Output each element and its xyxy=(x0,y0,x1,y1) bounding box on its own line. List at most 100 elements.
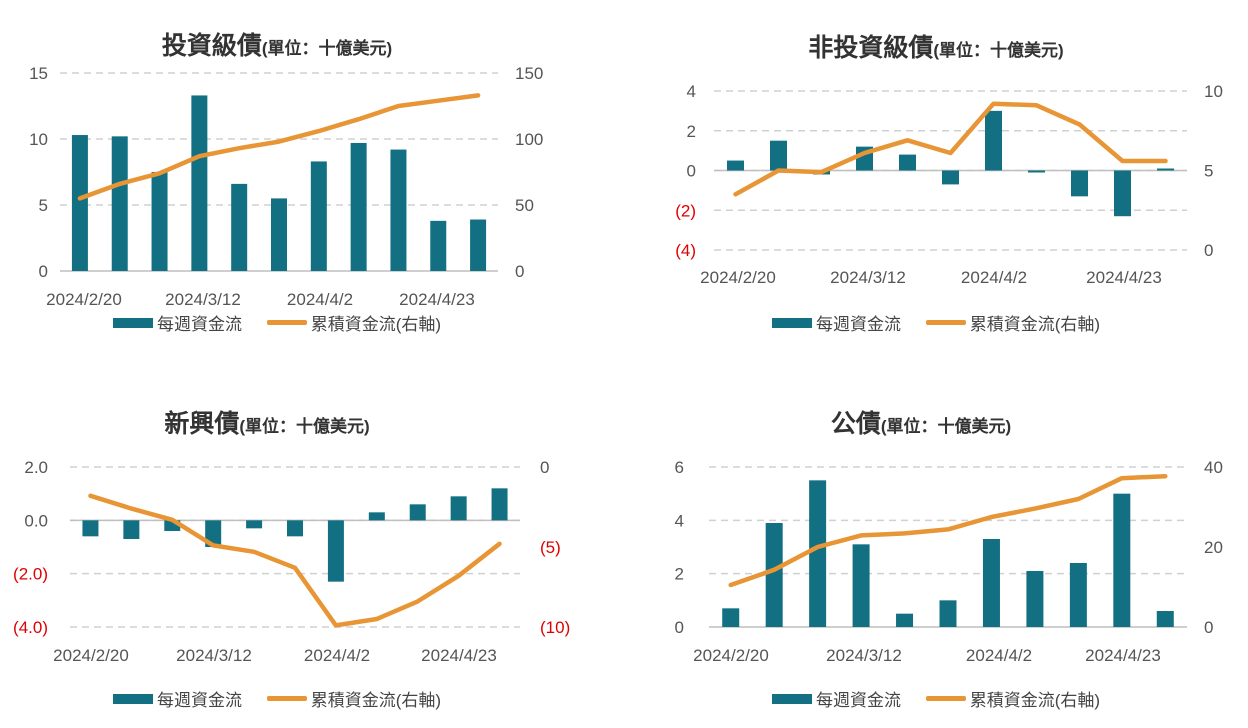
bar-weekly-flow xyxy=(71,135,88,271)
x-tick-label: 2024/4/23 xyxy=(1085,646,1161,665)
x-tick-label: 2024/2/20 xyxy=(700,268,776,287)
y-right-tick-label: 20 xyxy=(1204,538,1223,557)
chart-title: 新興債(單位：十億美元) xyxy=(164,410,370,438)
bar-weekly-flow xyxy=(390,149,407,271)
legend-label-bar: 每週資金流 xyxy=(815,315,901,334)
x-tick-label: 2024/4/23 xyxy=(421,646,497,665)
bar-weekly-flow xyxy=(491,488,508,521)
legend-swatch-line xyxy=(266,696,307,701)
legend-label-line: 累積資金流(右軸) xyxy=(969,315,1101,334)
y-left-tick-label: 2 xyxy=(675,565,684,584)
legend-item-line: 累積資金流(右軸) xyxy=(266,686,442,711)
legend-label-line: 累積資金流(右軸) xyxy=(310,691,442,710)
bar-weekly-flow xyxy=(164,520,181,531)
chart-title: 非投資級債(單位：十億美元) xyxy=(808,34,1064,62)
legend-label-bar: 每週資金流 xyxy=(156,691,242,710)
bar-weekly-flow xyxy=(1028,170,1045,173)
bar-weekly-flow xyxy=(327,520,344,582)
y-left-tick-label: 4 xyxy=(675,511,684,530)
bar-weekly-flow xyxy=(899,154,916,171)
chart-svg: 2.0 0.0 (2.0) (4.0) 0 (5) (10) 2024/2/20 2024/3/… xyxy=(13,458,570,665)
bar-weekly-flow xyxy=(1113,493,1131,627)
y-right-tick-label: 0 xyxy=(1204,241,1213,260)
chart-title: 公債(單位：十億美元) xyxy=(830,410,1012,438)
legend-swatch-bar xyxy=(771,317,812,328)
bar-weekly-flow xyxy=(231,183,248,271)
chart-panel-government: 公債(單位：十億美元) 6 4 2 0 40 20 0 2024/2/20 2024/3/12 2… xyxy=(624,364,1248,728)
line-cumulative-flow xyxy=(733,101,1168,197)
bar-weekly-flow xyxy=(1156,611,1174,627)
chart-title: 投資級債(單位：十億美元) xyxy=(161,32,393,60)
y-left-tick-label: 0 xyxy=(675,618,684,637)
bar-weekly-flow xyxy=(271,198,287,271)
y-left-tick-label: 4 xyxy=(687,82,696,101)
y-left-tick-label: (4) xyxy=(675,241,696,260)
legend-swatch-bar xyxy=(112,317,153,328)
bar-weekly-flow xyxy=(1069,563,1087,627)
x-tick-label: 2024/2/20 xyxy=(693,646,769,665)
y-right-tick-label: 40 xyxy=(1204,458,1223,477)
bar-weekly-flow xyxy=(985,110,1002,171)
y-right-tick-label: 10 xyxy=(1204,82,1223,101)
bar-weekly-flow xyxy=(123,520,140,539)
legend-label-bar: 每週資金流 xyxy=(815,691,901,710)
y-left-tick-label: 15 xyxy=(29,64,48,83)
x-tick-label: 2024/4/2 xyxy=(304,646,370,665)
legend-swatch-bar xyxy=(771,693,812,704)
y-right-tick-label: 100 xyxy=(515,130,543,149)
y-right-tick-label: 0 xyxy=(540,458,549,477)
bar-weekly-flow xyxy=(727,160,744,171)
bar-weekly-flow xyxy=(191,95,208,271)
x-tick-label: 2024/4/23 xyxy=(1086,268,1162,287)
legend-item-line: 累積資金流(右軸) xyxy=(925,686,1101,711)
bar-weekly-flow xyxy=(1071,170,1088,197)
bar-weekly-flow xyxy=(430,220,447,271)
legend-swatch-line xyxy=(925,320,966,325)
y-right-tick-label: 5 xyxy=(1204,162,1213,181)
legend-swatch-line xyxy=(266,320,307,325)
bar-weekly-flow xyxy=(809,480,827,627)
chart-legend: 每週資金流 累積資金流(右軸) xyxy=(624,686,1248,711)
x-tick-label: 2024/4/2 xyxy=(966,646,1032,665)
legend-item-line: 累積資金流(右軸) xyxy=(266,310,441,335)
bar-weekly-flow xyxy=(350,142,367,271)
y-right-tick-label: (10) xyxy=(540,618,570,637)
legend-item-bar: 每週資金流 xyxy=(112,310,242,335)
bar-weekly-flow xyxy=(896,613,914,627)
bar-weekly-flow xyxy=(368,512,385,521)
x-tick-label: 2024/2/20 xyxy=(53,646,129,665)
x-tick-label: 2024/3/12 xyxy=(826,646,902,665)
x-tick-label: 2024/4/2 xyxy=(287,290,353,309)
y-left-tick-label: 2 xyxy=(687,122,696,141)
legend-label-line: 累積資金流(右軸) xyxy=(969,691,1101,710)
line-cumulative-flow xyxy=(88,493,502,628)
chart-panel-high-yield: 非投資級債(單位：十億美元) 4 2 0 (2) (4) 10 5 0 2024/2/20 202… xyxy=(624,0,1248,364)
legend-item-bar: 每週資金流 xyxy=(112,686,242,711)
y-left-tick-label: (2.0) xyxy=(13,565,48,584)
y-left-tick-label: (2) xyxy=(675,201,696,220)
x-tick-label: 2024/3/12 xyxy=(830,268,906,287)
bar-weekly-flow xyxy=(1114,170,1131,217)
bar-weekly-flow xyxy=(1026,571,1044,627)
x-tick-label: 2024/4/23 xyxy=(399,290,475,309)
legend-label-bar: 每週資金流 xyxy=(156,315,242,334)
y-left-tick-label: 0 xyxy=(687,162,696,181)
legend-item-bar: 每週資金流 xyxy=(771,310,901,335)
x-tick-label: 2024/2/20 xyxy=(46,290,122,309)
bar-weekly-flow xyxy=(942,170,959,185)
legend-swatch-line xyxy=(925,696,966,701)
y-left-tick-label: 5 xyxy=(39,196,48,215)
legend-item-line: 累積資金流(右軸) xyxy=(925,310,1101,335)
bar-weekly-flow xyxy=(450,496,467,521)
bar-weekly-flow xyxy=(770,140,787,171)
bar-weekly-flow xyxy=(470,219,487,271)
bar-weekly-flow xyxy=(246,520,263,529)
legend-item-bar: 每週資金流 xyxy=(771,686,901,711)
chart-panel-emerging-market: 新興債(單位：十億美元) 2.0 0.0 (2.0) (4.0) 0 (5) (10) 202… xyxy=(0,364,624,728)
line-cumulative-flow xyxy=(77,93,481,201)
y-left-tick-label: 0 xyxy=(39,262,48,281)
bar-weekly-flow xyxy=(1157,168,1174,171)
bar-weekly-flow xyxy=(852,544,870,627)
chart-legend: 每週資金流 累積資金流(右軸) xyxy=(0,686,584,711)
